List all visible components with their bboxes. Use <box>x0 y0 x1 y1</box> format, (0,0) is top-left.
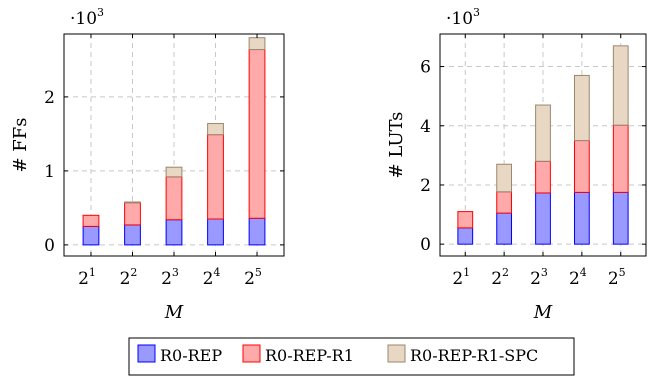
luts-bar-r0-rep-4 <box>612 191 629 245</box>
ffs-ytick-label-0: 0 <box>44 236 55 256</box>
luts-xtick-label-1: 22 <box>491 266 509 289</box>
ffs-bar-r0-rep-1 <box>124 224 141 246</box>
legend-swatch-r0-rep-r1-spc <box>387 344 406 363</box>
ffs-ytick-label-1: 1 <box>44 162 55 182</box>
luts-bar-r0-rep-1 <box>496 212 513 245</box>
ffs-bar-r0-rep-4 <box>248 217 266 246</box>
luts-bar-r0-rep-r1-spc-4 <box>612 45 629 126</box>
luts-bar-r0-rep-0 <box>457 227 474 245</box>
luts-y-multiplier: ·103 <box>446 6 480 29</box>
luts-bar-r0-rep-r1-spc-2 <box>535 104 551 162</box>
legend-label-r0-rep-r1: R0-REP-R1 <box>265 346 354 365</box>
ffs-bar-r0-rep-r1-1 <box>124 202 141 226</box>
luts-ytick-label-0: 0 <box>420 235 431 255</box>
ffs-y-multiplier: ·103 <box>70 6 104 29</box>
luts-bar-r0-rep-r1-1 <box>496 191 513 214</box>
ffs-bar-r0-rep-r1-3 <box>207 134 224 220</box>
ffs-xtick-label-1: 22 <box>120 266 138 289</box>
ffs-bar-r0-rep-r1-0 <box>82 214 100 227</box>
legend-box <box>128 337 575 376</box>
legend-label-r0-rep-r1-spc: R0-REP-R1-SPC <box>410 346 538 365</box>
luts-ytick-label-2: 4 <box>420 117 431 137</box>
luts-ytick-label-3: 6 <box>420 58 431 78</box>
ffs-xtick-label-4: 25 <box>244 266 262 289</box>
luts-xlabel: M <box>533 302 553 323</box>
legend: R0-REP R0-REP-R1 R0-REP-R1-SPC <box>128 337 575 376</box>
luts-bar-r0-rep-2 <box>535 192 551 245</box>
ffs-xtick-label-0: 21 <box>78 266 96 289</box>
ffs-bar-r0-rep-2 <box>165 219 183 246</box>
luts-ytick-label-1: 2 <box>420 176 431 196</box>
luts-bar-r0-rep-r1-spc-3 <box>573 74 590 142</box>
legend-label-r0-rep: R0-REP <box>160 346 222 365</box>
luts-xtick-label-3: 24 <box>569 266 587 289</box>
luts-bar-r0-rep-r1-0 <box>457 211 474 229</box>
ffs-bar-r0-rep-r1-spc-2 <box>165 166 183 178</box>
ffs-xtick-label-3: 24 <box>203 266 221 289</box>
ffs-chart: 0 1 2 21 22 23 24 25 ·103 # FFs M <box>10 6 285 323</box>
ffs-bar-r0-rep-3 <box>207 218 224 246</box>
luts-xtick-label-2: 23 <box>530 266 548 289</box>
luts-ylabel: # LUTs <box>386 112 407 179</box>
ffs-bar-r0-rep-r1-spc-4 <box>248 37 266 51</box>
ffs-bar-r0-rep-0 <box>82 225 100 246</box>
ffs-bar-r0-rep-r1-spc-3 <box>207 123 224 136</box>
legend-swatch-r0-rep <box>137 344 156 363</box>
ffs-ytick-label-2: 2 <box>44 88 55 108</box>
ffs-xlabel: M <box>164 302 184 323</box>
luts-xtick-label-4: 25 <box>608 266 626 289</box>
ffs-xtick-label-2: 23 <box>161 266 179 289</box>
luts-bar-r0-rep-r1-4 <box>612 124 629 193</box>
luts-xtick-label-0: 21 <box>452 266 470 289</box>
luts-bar-r0-rep-r1-spc-1 <box>496 163 513 193</box>
legend-swatch-r0-rep-r1 <box>242 344 261 363</box>
luts-bar-r0-rep-r1-3 <box>573 140 590 193</box>
ffs-ylabel: # FFs <box>10 117 31 172</box>
luts-bar-r0-rep-3 <box>573 191 590 245</box>
ffs-bar-r0-rep-r1-4 <box>248 49 266 219</box>
luts-bar-r0-rep-r1-2 <box>535 160 551 194</box>
ffs-bar-r0-rep-r1-2 <box>165 176 183 221</box>
ffs-bar-r0-rep-r1-spc-1 <box>124 201 141 204</box>
